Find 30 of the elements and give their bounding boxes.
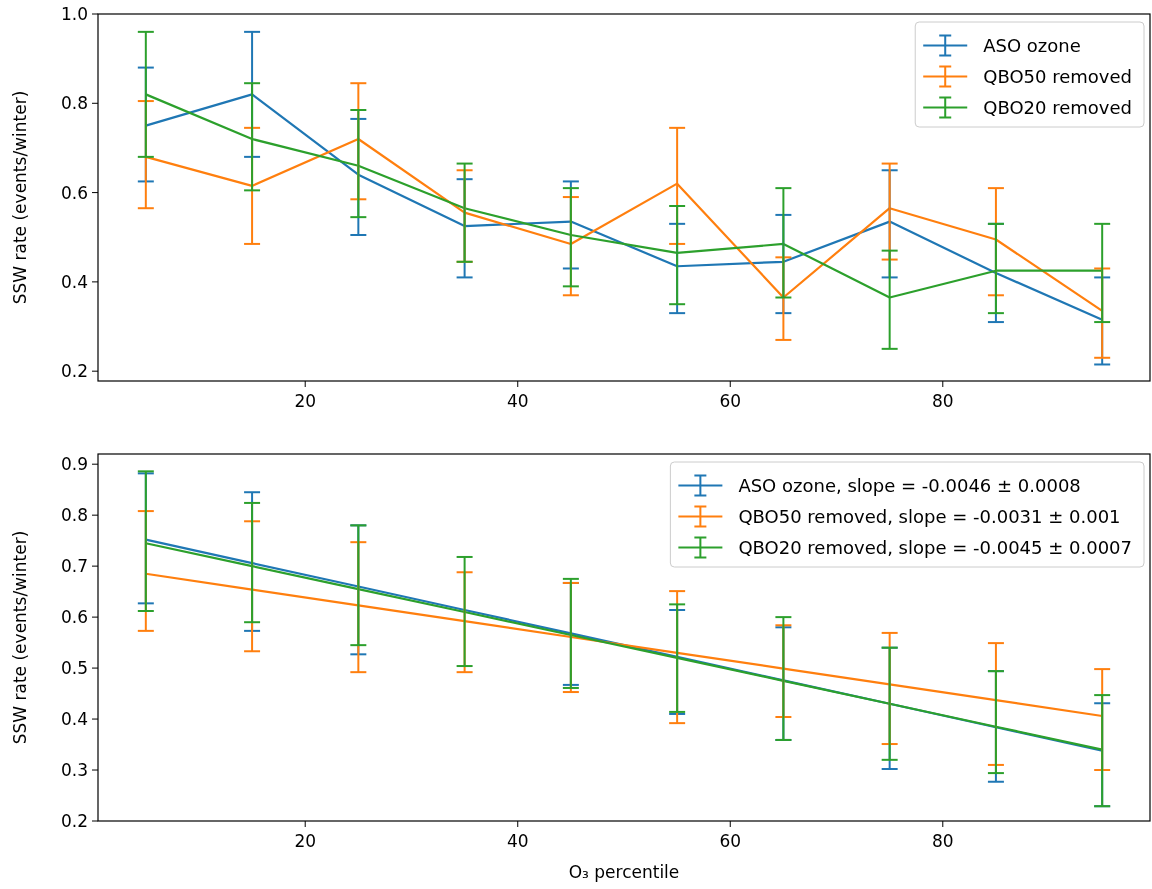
y-tick-label: 0.6: [60, 607, 88, 628]
y-tick-label: 1.0: [60, 3, 88, 24]
legend-label: ASO ozone, slope = -0.0046 ± 0.0008: [738, 474, 1081, 496]
y-tick-label: 0.8: [60, 505, 88, 526]
legend-label: QBO20 removed, slope = -0.0045 ± 0.0007: [738, 536, 1132, 558]
legend-label: QBO50 removed: [983, 65, 1132, 87]
legend-label: QBO20 removed: [983, 96, 1132, 118]
y-tick-label: 0.5: [60, 658, 88, 679]
y-tick-label: 0.8: [60, 93, 88, 114]
x-tick-label: 60: [719, 391, 742, 411]
x-tick-label: 60: [719, 831, 742, 851]
y-tick-label: 0.6: [60, 182, 88, 203]
y-tick-label: 0.2: [60, 361, 88, 382]
x-tick-label: 40: [506, 391, 529, 411]
x-tick-label: 40: [506, 831, 529, 851]
y-tick-label: 0.9: [60, 454, 88, 475]
x-tick-label: 80: [931, 391, 954, 411]
legend-label: QBO50 removed, slope = -0.0031 ± 0.001: [738, 505, 1121, 527]
y-tick-label: 0.2: [60, 810, 88, 831]
y-tick-label: 0.4: [60, 271, 88, 292]
y-axis-title: SSW rate (events/winter): [10, 90, 30, 305]
legend-label: ASO ozone: [983, 34, 1081, 56]
x-tick-label: 80: [931, 831, 954, 851]
y-tick-label: 0.7: [60, 556, 88, 577]
y-tick-label: 0.3: [60, 759, 88, 780]
x-tick-label: 20: [294, 831, 317, 851]
x-axis-title: O₃ percentile: [568, 862, 680, 882]
y-tick-label: 0.4: [60, 709, 88, 730]
y-axis-title: SSW rate (events/winter): [10, 530, 30, 745]
x-tick-label: 20: [294, 391, 317, 411]
